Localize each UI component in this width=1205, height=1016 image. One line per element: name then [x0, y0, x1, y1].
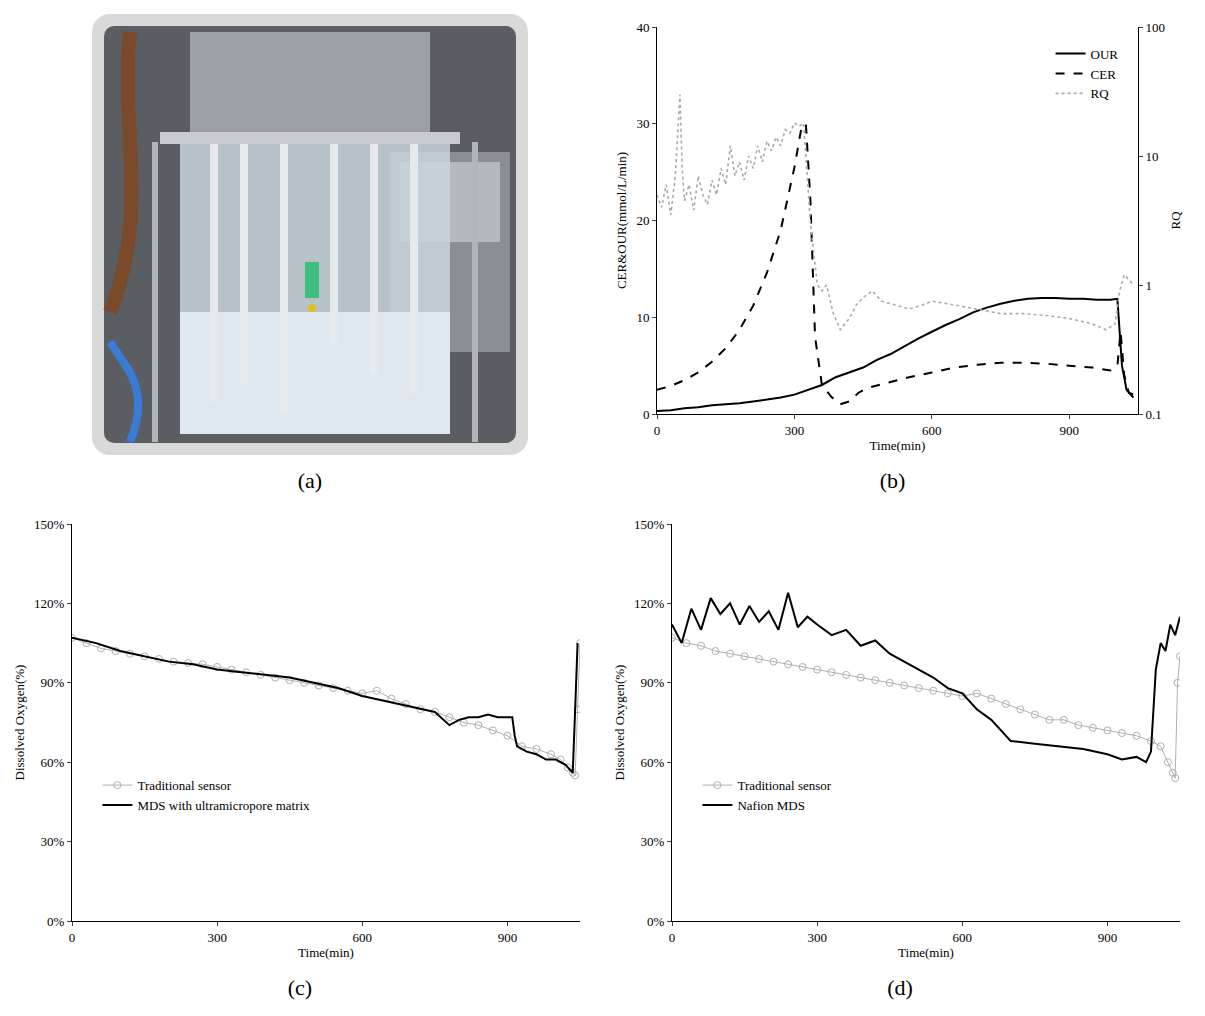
svg-text:0: 0 — [654, 423, 661, 438]
svg-text:1: 1 — [1146, 278, 1153, 293]
svg-text:Traditional sensor: Traditional sensor — [737, 778, 831, 793]
svg-text:Time(min): Time(min) — [298, 945, 354, 960]
svg-text:30%: 30% — [41, 834, 65, 849]
svg-text:CER&OUR(mmol/L/min): CER&OUR(mmol/L/min) — [614, 152, 629, 289]
html-text:(b): (b) — [879, 468, 906, 493]
svg-text:0.1: 0.1 — [1146, 407, 1162, 422]
svg-text:90%: 90% — [41, 675, 65, 690]
svg-text:0%: 0% — [47, 914, 65, 929]
svg-text:10: 10 — [636, 310, 649, 325]
svg-text:600: 600 — [953, 930, 973, 945]
svg-text:120%: 120% — [34, 596, 65, 611]
svg-text:Time(min): Time(min) — [898, 945, 954, 960]
svg-text:OUR: OUR — [1091, 47, 1119, 62]
svg-text:Time(min): Time(min) — [870, 438, 926, 453]
html-text:(a): (a) — [297, 468, 323, 493]
svg-text:30%: 30% — [641, 834, 665, 849]
svg-text:0: 0 — [69, 930, 76, 945]
svg-text:300: 300 — [207, 930, 227, 945]
svg-text:CER: CER — [1091, 67, 1117, 82]
svg-text:0: 0 — [643, 407, 650, 422]
svg-text:40: 40 — [636, 20, 649, 35]
svg-text:900: 900 — [498, 930, 518, 945]
svg-text:600: 600 — [922, 423, 942, 438]
svg-text:150%: 150% — [634, 517, 665, 532]
html-text:(c): (c) — [287, 975, 313, 1000]
svg-text:20: 20 — [636, 213, 649, 228]
svg-text:60%: 60% — [641, 755, 665, 770]
svg-text:90%: 90% — [641, 675, 665, 690]
svg-text:900: 900 — [1098, 930, 1118, 945]
svg-text:120%: 120% — [634, 596, 665, 611]
svg-text:60%: 60% — [41, 755, 65, 770]
html-text:(d): (d) — [887, 975, 913, 1000]
svg-text:Nafion MDS: Nafion MDS — [737, 798, 805, 813]
svg-text:900: 900 — [1060, 423, 1080, 438]
svg-text:10: 10 — [1146, 149, 1159, 164]
svg-text:MDS with ultramicropore matrix: MDS with ultramicropore matrix — [137, 798, 310, 813]
svg-text:RQ: RQ — [1168, 211, 1183, 230]
svg-text:300: 300 — [807, 930, 827, 945]
svg-text:0: 0 — [669, 930, 676, 945]
svg-text:30: 30 — [636, 116, 649, 131]
svg-text:Traditional sensor: Traditional sensor — [137, 778, 231, 793]
svg-text:300: 300 — [785, 423, 805, 438]
svg-text:600: 600 — [353, 930, 373, 945]
svg-text:0%: 0% — [647, 914, 665, 929]
svg-text:100: 100 — [1146, 20, 1166, 35]
svg-text:Dissolved Oxygen(%): Dissolved Oxygen(%) — [612, 665, 627, 781]
svg-text:150%: 150% — [34, 517, 65, 532]
svg-text:RQ: RQ — [1091, 86, 1110, 101]
svg-text:Dissolved Oxygen(%): Dissolved Oxygen(%) — [12, 665, 27, 781]
